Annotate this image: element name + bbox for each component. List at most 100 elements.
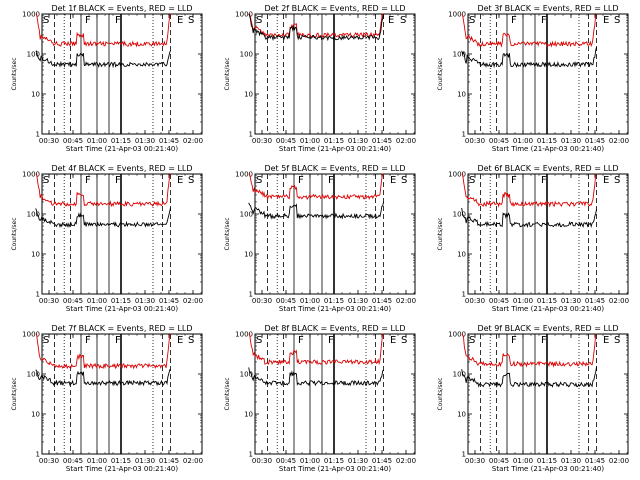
x-tick-label: 00:30 [252, 297, 272, 305]
chart-title: Det 6f BLACK = Events, RED = LLD [477, 164, 618, 173]
interval-marker-label: F [85, 335, 91, 346]
x-tick-label: 01:15 [537, 457, 557, 465]
x-tick-label: 01:45 [159, 457, 179, 465]
interval-marker-label: E [603, 335, 609, 346]
interval-marker-label: F [115, 335, 121, 346]
x-tick-label: 01:45 [585, 297, 605, 305]
interval-marker-label: S [43, 15, 49, 26]
x-axis-label: Start Time (21-Apr-03 00:21:40) [279, 465, 391, 473]
x-tick-label: 01:00 [87, 137, 107, 145]
x-tick-label: 01:15 [324, 137, 344, 145]
y-tick-label: 1 [249, 451, 253, 459]
x-tick-label: 00:30 [465, 457, 485, 465]
y-tick-label: 100 [240, 51, 253, 59]
interval-marker-label: F [511, 175, 517, 186]
y-tick-label: 1000 [448, 331, 466, 339]
y-axis-label: Counts/sec [224, 217, 231, 250]
interval-marker-label: S [614, 15, 620, 26]
interval-marker-label: S [614, 335, 620, 346]
plot-frame [467, 333, 629, 455]
x-tick-label: 02:00 [396, 457, 416, 465]
y-axis-label: Counts/sec [11, 217, 18, 250]
y-tick-label: 1 [36, 131, 40, 139]
y-tick-label: 10 [31, 411, 40, 419]
x-tick-label: 00:45 [489, 457, 509, 465]
interval-marker-label: F [511, 15, 517, 26]
x-tick-label: 02:00 [609, 297, 629, 305]
y-axis-label: Counts/sec [224, 377, 231, 410]
interval-marker-label: S [400, 15, 406, 26]
x-tick-label: 01:00 [87, 297, 107, 305]
chart-panel-2: Det 2f BLACK = Events, RED = LLD Counts/s… [224, 4, 416, 153]
interval-marker-label: F [328, 175, 334, 186]
series-red-line [248, 173, 384, 201]
interval-marker-label: F [541, 15, 547, 26]
y-tick-label: 100 [453, 51, 466, 59]
y-tick-label: 1 [462, 131, 466, 139]
chart-panel-6: Det 6f BLACK = Events, RED = LLD Counts/s… [437, 164, 629, 313]
y-tick-label: 10 [457, 91, 466, 99]
interval-marker-label: S [256, 335, 262, 346]
series-black-line [461, 207, 598, 229]
interval-marker-label: S [401, 175, 407, 186]
interval-marker-label: E [177, 15, 183, 26]
x-tick-label: 02:00 [609, 137, 629, 145]
x-tick-label: 01:30 [561, 297, 581, 305]
y-tick-label: 10 [457, 251, 466, 259]
chart-title: Det 5f BLACK = Events, RED = LLD [264, 164, 405, 173]
chart-title: Det 9f BLACK = Events, RED = LLD [477, 324, 618, 333]
y-axis-label: Counts/sec [437, 217, 444, 250]
interval-marker-label: F [511, 335, 517, 346]
interval-marker-label: S [188, 15, 194, 26]
interval-marker-label: F [85, 15, 91, 26]
x-tick-label: 02:00 [396, 297, 416, 305]
interval-marker-label: S [469, 175, 475, 186]
chart-panel-3: Det 3f BLACK = Events, RED = LLD Counts/s… [437, 4, 629, 153]
series-red-line [461, 13, 597, 48]
interval-marker-label: E [390, 175, 396, 186]
x-tick-label: 01:15 [324, 297, 344, 305]
y-tick-label: 10 [244, 411, 253, 419]
y-tick-label: 100 [27, 211, 40, 219]
interval-marker-label: S [256, 15, 262, 26]
y-tick-label: 100 [453, 371, 466, 379]
chart-panel-7: Det 7f BLACK = Events, RED = LLD Counts/s… [11, 324, 203, 473]
chart-title: Det 7f BLACK = Events, RED = LLD [51, 324, 192, 333]
y-tick-label: 1000 [235, 171, 253, 179]
series-black-line [248, 367, 384, 387]
y-tick-label: 1 [36, 451, 40, 459]
series-black-line [35, 50, 172, 69]
y-tick-label: 1000 [22, 171, 40, 179]
x-tick-label: 01:30 [135, 137, 155, 145]
plot-frame [254, 333, 416, 455]
x-tick-label: 02:00 [609, 457, 629, 465]
series-red-line [461, 333, 597, 368]
x-tick-label: 01:30 [348, 137, 368, 145]
series-black-line [35, 369, 171, 387]
x-tick-label: 01:00 [300, 297, 320, 305]
x-tick-label: 00:45 [276, 137, 296, 145]
plot-frame [467, 13, 629, 135]
y-axis-label: Counts/sec [224, 57, 231, 90]
y-axis-label: Counts/sec [11, 57, 18, 90]
chart-title: Det 3f BLACK = Events, RED = LLD [477, 4, 618, 13]
x-axis-label: Start Time (21-Apr-03 00:21:40) [279, 305, 391, 313]
interval-marker-label: E [177, 335, 183, 346]
series-red-line [35, 173, 171, 208]
x-tick-label: 01:45 [159, 297, 179, 305]
interval-marker-label: S [401, 335, 407, 346]
y-tick-label: 10 [457, 411, 466, 419]
y-axis-label: Counts/sec [11, 377, 18, 410]
interval-marker-label: S [43, 335, 49, 346]
x-tick-label: 00:45 [276, 297, 296, 305]
y-tick-label: 1 [462, 451, 466, 459]
interval-marker-label: F [541, 175, 547, 186]
x-tick-label: 00:30 [252, 137, 272, 145]
y-tick-label: 100 [240, 371, 253, 379]
x-axis-label: Start Time (21-Apr-03 00:21:40) [492, 465, 604, 473]
x-tick-label: 00:45 [63, 457, 83, 465]
x-tick-label: 00:30 [39, 137, 59, 145]
interval-marker-label: S [188, 335, 194, 346]
x-tick-label: 02:00 [396, 137, 416, 145]
interval-marker-label: E [177, 175, 183, 186]
